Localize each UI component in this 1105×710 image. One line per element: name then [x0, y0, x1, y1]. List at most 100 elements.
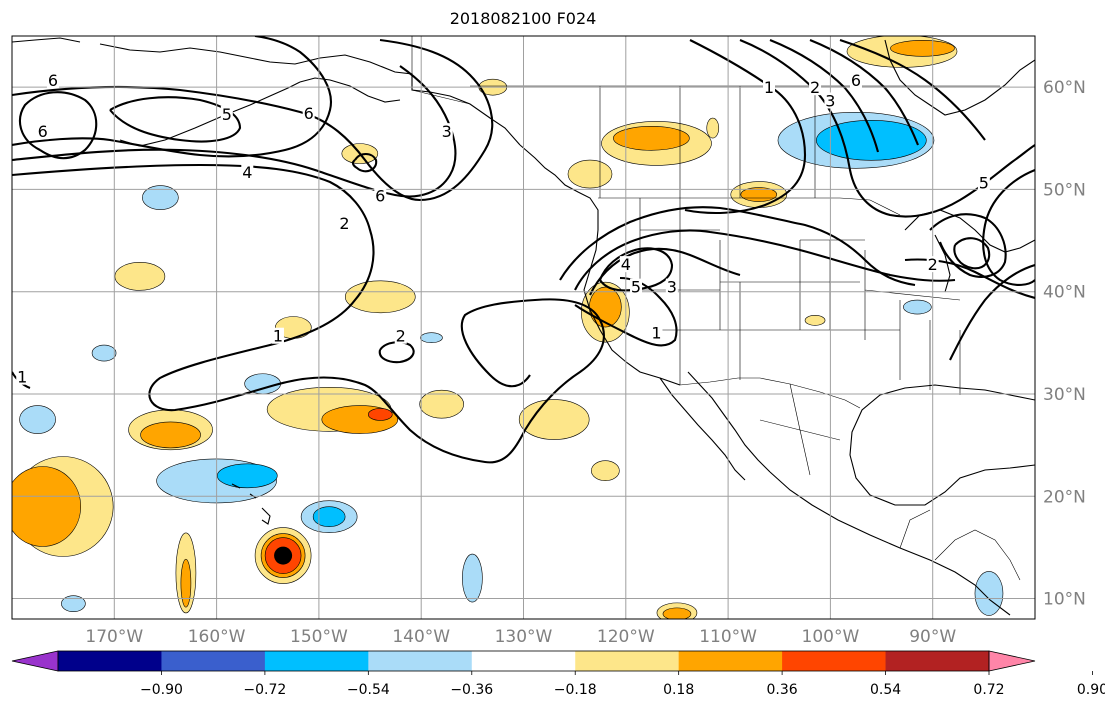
map-title: 2018082100 F024 — [449, 9, 597, 28]
colorbar-tick-labels: −0.90 −0.72 −0.54 −0.36 −0.18 0.18 0.36 0.54 0.7… — [140, 671, 1105, 698]
longitude-label: 110°W — [699, 627, 757, 647]
border-layer — [411, 36, 1021, 581]
colorbar-swatch — [264, 651, 369, 671]
colorbar-tick-label: 0.18 — [663, 682, 694, 698]
contour-label: 1 — [273, 327, 283, 346]
latitude-label: 10°N — [1043, 590, 1086, 610]
contour-line — [982, 169, 1035, 286]
contour-label: 1 — [651, 324, 661, 343]
coastline-alaska-peninsula — [299, 77, 401, 103]
shaded-region--0.18 — [420, 332, 443, 344]
contour-label: 1 — [17, 368, 27, 387]
contour-label: 6 — [304, 104, 314, 123]
colorbar-tick-label: 0.90 — [1077, 682, 1105, 698]
colorbar-extend-low — [11, 650, 59, 672]
shaded-region--0.18 — [142, 185, 179, 210]
contour-label: 2 — [339, 214, 349, 233]
contour-label: 5 — [222, 105, 232, 124]
contour-label-bg — [824, 92, 837, 109]
colorbar-swatch — [885, 651, 990, 671]
contour-label: 2 — [810, 78, 820, 97]
contour-line — [19, 91, 98, 160]
latitude-label: 30°N — [1043, 385, 1086, 405]
coastline-lake-michigan — [934, 234, 951, 293]
contour-label: 2 — [396, 327, 406, 346]
latitude-label: 40°N — [1043, 283, 1086, 303]
contour-label: 5 — [631, 278, 641, 297]
shaded-region-0.18 — [114, 262, 166, 291]
coastline-chukotka — [12, 37, 81, 43]
contour-line — [574, 276, 678, 347]
contour-line — [809, 39, 919, 146]
grid-layer — [12, 36, 1035, 619]
contour-line — [574, 229, 956, 291]
longitude-label: 130°W — [495, 627, 553, 647]
shaded-region-0.18 — [344, 280, 416, 314]
shaded-region-0.36 — [140, 421, 201, 449]
contour-label-bg — [849, 72, 862, 89]
colorbar-swatch — [575, 651, 680, 671]
contour-label-bg — [36, 123, 49, 140]
contour-label: 3 — [667, 278, 677, 297]
colorbar-tick-label: −0.72 — [243, 682, 286, 698]
contour-line — [589, 247, 741, 296]
shaded-region--0.18 — [903, 299, 932, 315]
contour-label: 2 — [928, 255, 938, 274]
contour-label-bg — [271, 327, 284, 344]
shaded-region-0.54 — [367, 408, 393, 421]
contour-label: 6 — [38, 122, 48, 141]
contour-label: 6 — [851, 71, 861, 90]
longitude-label: 140°W — [392, 627, 450, 647]
contour-label: 1 — [764, 78, 774, 97]
contour-label: 3 — [825, 91, 835, 110]
longitude-labels: 170°W 160°W 150°W 140°W 130°W 120°W 110°W 100°W… — [85, 627, 956, 647]
border-us-mexico — [679, 377, 861, 409]
contour-label-bg — [440, 123, 453, 140]
contour-label-bg — [763, 79, 776, 96]
latitude-label: 60°N — [1043, 78, 1086, 98]
colorbar-swatch — [471, 651, 576, 671]
contour-label-bg — [302, 104, 315, 121]
contour-line — [769, 39, 880, 153]
longitude-label: 150°W — [290, 627, 348, 647]
colorbar-swatch — [161, 651, 266, 671]
shaded-region--0.18 — [974, 571, 1004, 616]
contour-label-bg — [338, 215, 351, 232]
shaded-region--0.36 — [816, 120, 927, 161]
shaded-region--0.18 — [19, 405, 56, 434]
contour-label-bg — [220, 105, 233, 122]
longitude-label: 90°W — [909, 627, 956, 647]
colorbar-tick-label: 0.54 — [870, 682, 901, 698]
colorbar-swatch — [782, 651, 887, 671]
latitude-labels: 60°N 50°N 40°N 30°N 20°N 10°N — [1043, 78, 1086, 609]
coastline-alaska — [99, 43, 521, 146]
contour-line — [929, 213, 1007, 278]
shaded-region-0.36 — [662, 607, 692, 619]
shaded-region-0.18 — [591, 460, 620, 481]
border-alaska-canada — [411, 36, 471, 105]
shaded-region-0.18 — [804, 315, 826, 326]
map-frame — [11, 35, 1036, 620]
contour-line — [12, 36, 332, 158]
contour-line — [559, 206, 916, 287]
colorbar-swatch — [678, 651, 783, 671]
contour-label-bg — [619, 256, 632, 273]
contour-label-bg — [926, 256, 939, 273]
contour-label-bg — [650, 324, 663, 341]
contour-label-bg — [809, 79, 822, 96]
shaded-region-0.18 — [518, 399, 590, 440]
shaded-region-0.18 — [419, 389, 464, 419]
colorbar-extend-high — [988, 650, 1036, 672]
shaded-region-0.36 — [180, 558, 192, 608]
contour-line — [949, 263, 1035, 361]
contour-line — [839, 39, 986, 141]
contour-label: 6 — [48, 71, 58, 90]
contour-label: 5 — [979, 173, 989, 192]
colorbar-tick-label: −0.90 — [140, 682, 183, 698]
colorbar-swatch — [368, 651, 473, 671]
contour-label-bg — [665, 278, 678, 295]
contour-label-bg — [16, 368, 29, 385]
longitude-label: 170°W — [85, 627, 143, 647]
